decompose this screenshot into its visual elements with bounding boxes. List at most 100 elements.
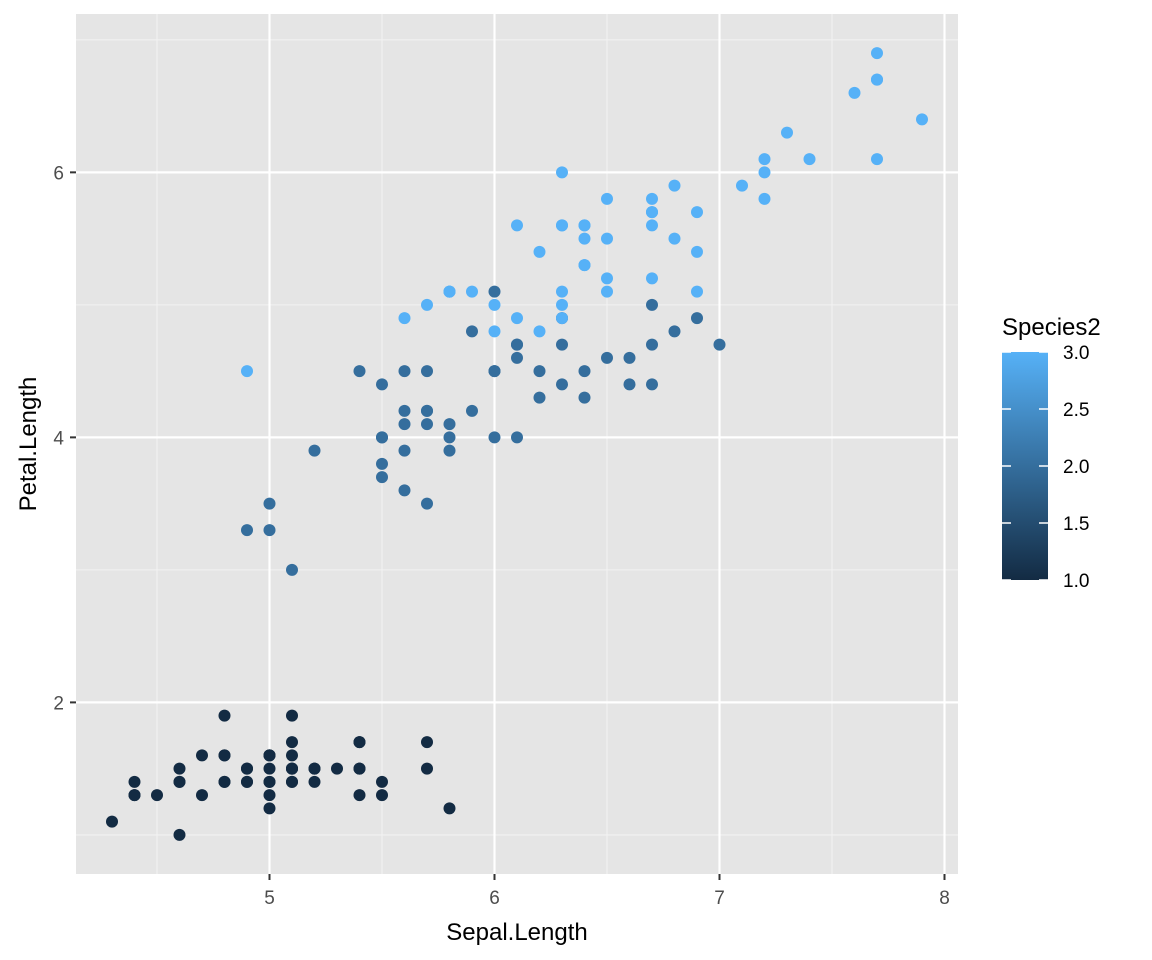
legend-title: Species2 [1002, 314, 1101, 341]
x-tick-label: 7 [714, 888, 725, 909]
legend-label: 1.5 [1063, 514, 1089, 535]
data-point [353, 762, 366, 775]
data-point [466, 404, 478, 417]
data-point [376, 378, 388, 391]
data-point [263, 789, 276, 802]
data-point [511, 219, 523, 232]
data-point [713, 338, 726, 351]
data-point [421, 418, 433, 431]
data-point [578, 391, 591, 404]
data-point [263, 524, 276, 537]
x-tick-label: 8 [939, 888, 950, 909]
data-point [443, 802, 456, 815]
data-point [601, 232, 613, 245]
data-point [848, 86, 861, 99]
data-point [533, 365, 546, 378]
data-point [466, 325, 478, 338]
data-point [578, 365, 591, 378]
data-point [646, 206, 658, 219]
data-point [511, 351, 523, 364]
data-point [916, 113, 928, 126]
y-axis-title: Petal.Length [15, 377, 42, 512]
data-point [241, 524, 253, 537]
data-point [128, 789, 141, 802]
data-point [286, 775, 298, 788]
data-point [578, 219, 591, 232]
data-point [286, 749, 298, 762]
data-point [646, 378, 658, 391]
data-point [263, 497, 276, 510]
data-point [511, 312, 523, 325]
y-tick-label: 6 [53, 163, 64, 184]
data-point [128, 775, 141, 788]
data-point [421, 762, 433, 775]
data-point [736, 179, 748, 192]
data-point [533, 391, 546, 404]
data-point [398, 404, 411, 417]
data-point [263, 775, 276, 788]
data-points [106, 47, 928, 841]
data-point [218, 749, 231, 762]
data-point [398, 444, 411, 457]
data-point [758, 192, 771, 205]
data-point [668, 325, 681, 338]
data-point [533, 325, 546, 338]
data-point [353, 789, 366, 802]
data-point [691, 312, 703, 325]
x-tick-label: 6 [489, 888, 500, 909]
data-point [241, 762, 253, 775]
data-point [173, 775, 186, 788]
x-axis-ticks: 5 6 7 8 [264, 874, 950, 909]
data-point [691, 245, 703, 258]
data-point [668, 232, 681, 245]
data-point [691, 285, 703, 298]
data-point [601, 285, 613, 298]
data-point [421, 365, 433, 378]
data-point [623, 378, 636, 391]
data-point [353, 365, 366, 378]
data-point [556, 378, 568, 391]
data-point [286, 762, 298, 775]
data-point [601, 351, 613, 364]
data-point [511, 431, 523, 444]
data-point [398, 484, 411, 497]
data-point [871, 153, 883, 166]
data-point [218, 709, 231, 722]
data-point [443, 444, 456, 457]
plot-panel [76, 14, 958, 874]
data-point [488, 285, 501, 298]
minor-gridlines [76, 14, 958, 874]
x-tick-label: 5 [264, 888, 275, 909]
data-point [556, 219, 568, 232]
data-point [241, 365, 253, 378]
data-point [263, 749, 276, 762]
legend-label: 3.0 [1063, 343, 1089, 364]
data-point [353, 736, 366, 749]
data-point [308, 775, 321, 788]
data-point [398, 418, 411, 431]
data-point [443, 431, 456, 444]
y-tick-label: 2 [53, 693, 64, 714]
data-point [443, 285, 456, 298]
data-point [871, 73, 883, 86]
data-point [376, 775, 388, 788]
data-point [398, 312, 411, 325]
data-point [421, 736, 433, 749]
data-point [781, 126, 793, 139]
data-point [421, 497, 433, 510]
data-point [488, 365, 501, 378]
data-point [646, 219, 658, 232]
data-point [241, 775, 253, 788]
legend-ticks: 1.0 1.5 2.0 2.5 3.0 [1002, 343, 1089, 592]
data-point [556, 285, 568, 298]
data-point [646, 338, 658, 351]
data-point [286, 563, 298, 576]
data-point [218, 775, 231, 788]
data-point [646, 192, 658, 205]
legend-label: 2.5 [1063, 400, 1089, 421]
data-point [488, 431, 501, 444]
data-point [263, 802, 276, 815]
data-point [646, 272, 658, 285]
data-point [376, 789, 388, 802]
